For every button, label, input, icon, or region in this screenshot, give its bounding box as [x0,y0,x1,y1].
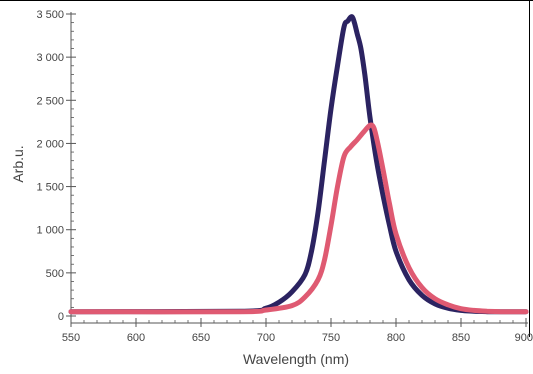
y-tick-label: 3 500 [36,9,64,21]
series-line-2 [68,122,529,315]
x-tick-label: 800 [387,332,405,344]
x-axis-title: Wavelength (nm) [243,351,349,367]
y-tick-label: 500 [46,268,64,280]
series-line-1 [68,14,529,315]
x-tick-label: 600 [127,332,145,344]
x-tick-label: 700 [257,332,275,344]
series-layer [68,14,529,315]
y-tick-label: 2 000 [36,138,64,150]
axes: 0 500 1 000 1 500 2 000 2 500 3 000 3 500 550 600… [36,9,533,344]
y-axis-title: Arb.u. [10,145,26,182]
y-tick-label: 0 [58,311,64,323]
x-tick-label: 900 [515,332,533,344]
x-tick-label: 550 [62,332,80,344]
x-tick-label: 750 [322,332,340,344]
y-tick-label: 2 500 [36,95,64,107]
y-tick-label: 3 000 [36,52,64,64]
y-tick-label: 1 500 [36,182,64,194]
labels: Wavelength (nm) Arb.u. [10,145,349,367]
y-tick-label: 1 000 [36,225,64,237]
x-tick-label: 650 [192,332,210,344]
x-tick-label: 850 [452,332,470,344]
